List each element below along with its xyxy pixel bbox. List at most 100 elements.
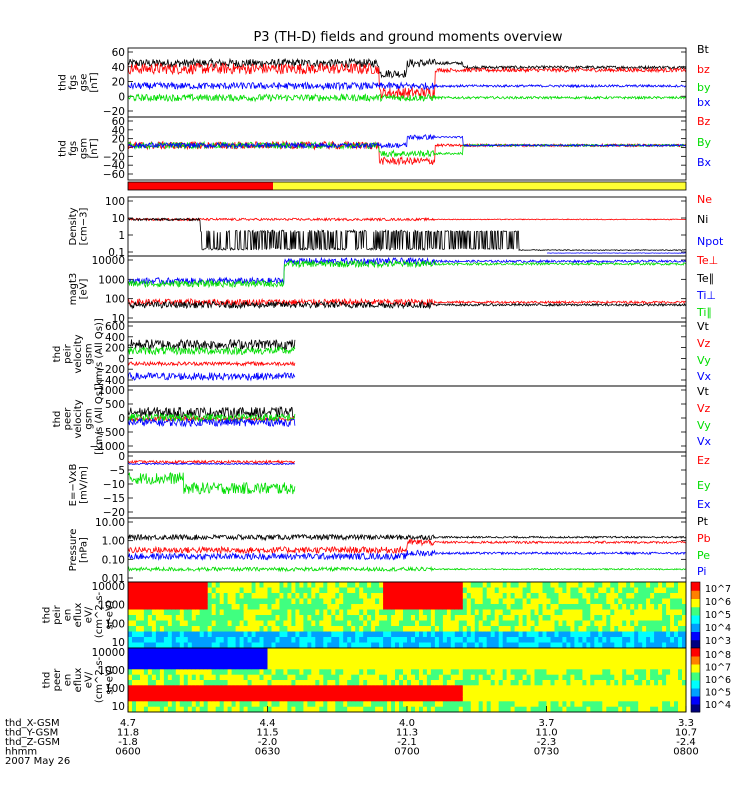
p8-panel: 10.00 1.00 0.10 0.01 Pressure [nPa] Pt Pb Pe Pi (68, 515, 711, 585)
y-tick-label: 100 (105, 683, 125, 695)
y-tick-label: 20 (112, 77, 125, 89)
svg-text:thd: thd (57, 140, 68, 157)
y-tick-label: 10.00 (95, 517, 125, 529)
Vy-series-line (127, 345, 296, 356)
legend-Ex: Ex (697, 498, 711, 511)
colorbar-label: 10^4 (705, 700, 731, 711)
Te-par-series-line (127, 300, 687, 310)
svg-text:gse: gse (78, 74, 89, 92)
svg-text:Pressure: Pressure (68, 529, 79, 572)
legend-bz: bz (697, 63, 710, 76)
svg-text:magt3: magt3 (68, 273, 79, 306)
y-tick-label: 1000 (98, 600, 125, 612)
svg-text:[nT]: [nT] (89, 72, 100, 92)
x-tick-label: 4.4 (260, 718, 276, 729)
y-tick-label: 0.1 (108, 247, 125, 259)
Ey-series-line (127, 471, 296, 495)
x-axis-row-label: thd_X-GSM (5, 718, 60, 729)
bz-series-line (127, 62, 687, 99)
y-tick-label: −10 (103, 479, 125, 491)
legend-by: by (697, 81, 711, 94)
svg-text:thd: thd (42, 672, 53, 689)
y-tick-label: −20 (103, 507, 125, 519)
x-tick-label: -2.4 (676, 737, 696, 748)
svg-text:fgs: fgs (68, 75, 79, 90)
legend-bx: bx (697, 96, 711, 109)
legend-Vz: Vz (697, 337, 711, 350)
legend-By: By (697, 136, 712, 149)
x-axis-row-label: thd_Y-GSM (5, 728, 58, 739)
x-axis-row-label: hhmm (5, 747, 37, 758)
y-axis-label: thd peir en eflux eV/(cm^2-s-sr-eV) (42, 591, 116, 638)
y-tick-label: 60 (112, 47, 125, 59)
y-tick-label: 0 (118, 413, 125, 425)
y-tick-label: 10000 (92, 581, 125, 593)
legend-Vx: Vx (697, 370, 712, 383)
legend-Pt: Pt (697, 515, 709, 528)
colorbar-label: 10^7 (705, 663, 731, 674)
svg-text:sr-eV): sr-eV) (105, 665, 116, 694)
y-tick-label: −1000 (89, 441, 125, 453)
svg-text:eV/: eV/ (84, 671, 95, 688)
colorbar-label: 10^4 (705, 623, 731, 634)
y-axis-label: thd peer en eflux eV/(cm^2-s-sr-eV) (42, 656, 116, 703)
y-axis-label: Density [cm−3] (68, 207, 90, 245)
Te-perp-series-line (127, 297, 687, 307)
chart-title: P3 (TH-D) fields and ground moments over… (253, 30, 562, 45)
y-tick-label: −20 (103, 106, 125, 118)
svg-text:[cm−3]: [cm−3] (78, 208, 89, 246)
Pe-series-line (127, 565, 687, 573)
svg-text:thd: thd (52, 411, 63, 428)
svg-text:gsm: gsm (78, 138, 89, 159)
svg-text:[eV]: [eV] (78, 279, 89, 300)
legend-Vt: Vt (697, 320, 710, 333)
Vx-series-line (127, 372, 296, 382)
x-tick-label: 4.0 (399, 718, 415, 729)
Ti-par-series-line (127, 259, 687, 289)
y-axis-label: thd fgs gsm [nT] (57, 138, 100, 159)
legend-Te⊥: Te⊥ (696, 254, 718, 267)
Ne-series-line (127, 217, 687, 222)
y-tick-label: −40 (103, 160, 125, 172)
y-tick-label: 500 (105, 399, 125, 411)
y-tick-label: 0 (118, 353, 125, 365)
Ni-series-line (127, 217, 687, 252)
legend-Ti⊥: Ti⊥ (696, 289, 716, 302)
x-tick-label: 11.0 (535, 728, 557, 739)
y-tick-label: 1000 (98, 274, 125, 286)
legend-Te∥: Te∥ (696, 272, 714, 285)
svg-text:[nPa]: [nPa] (78, 537, 89, 563)
Pb-series-line (127, 538, 687, 555)
p10-spectrogram (128, 648, 687, 713)
y-tick-label: 1.00 (102, 536, 125, 548)
x-tick-label: -2.1 (397, 737, 417, 748)
y-tick-label: −200 (96, 364, 125, 376)
svg-text:peer: peer (52, 668, 63, 692)
y-tick-label: 600 (105, 321, 125, 333)
y-tick-label: 0 (118, 91, 125, 103)
x-tick-label: 3.3 (678, 718, 694, 729)
svg-text:[nT]: [nT] (89, 138, 100, 158)
y-tick-label: 0 (118, 143, 125, 155)
x-tick-label: 11.5 (256, 728, 278, 739)
legend-Ey: Ey (697, 479, 711, 492)
p9-spectrogram (128, 582, 687, 649)
svg-text:eflux: eflux (73, 668, 84, 693)
y-axis-label: thd fgs gse [nT] (57, 72, 100, 92)
colorbar-label: 10^3 (705, 636, 731, 647)
x-tick-label: 0700 (394, 747, 419, 758)
date-label: 2007 May 26 (5, 756, 70, 767)
colorbar-label: 10^8 (705, 650, 731, 661)
y-tick-label: 1 (118, 230, 125, 242)
x-tick-label: 3.7 (539, 718, 555, 729)
Bt-series-line (127, 57, 687, 79)
svg-text:peir: peir (52, 604, 63, 624)
Pi-series-line (127, 549, 686, 561)
y-tick-label: −5 (110, 465, 125, 477)
bx-series-line (127, 81, 687, 91)
